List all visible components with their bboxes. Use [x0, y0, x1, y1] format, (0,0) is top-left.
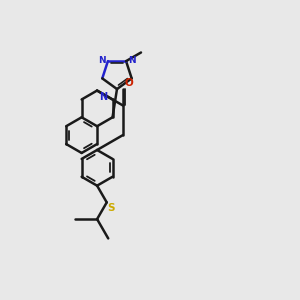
Text: O: O [124, 78, 133, 88]
Text: S: S [108, 203, 115, 213]
Text: N: N [128, 56, 136, 65]
Text: N: N [98, 56, 106, 65]
Text: N: N [99, 92, 107, 102]
